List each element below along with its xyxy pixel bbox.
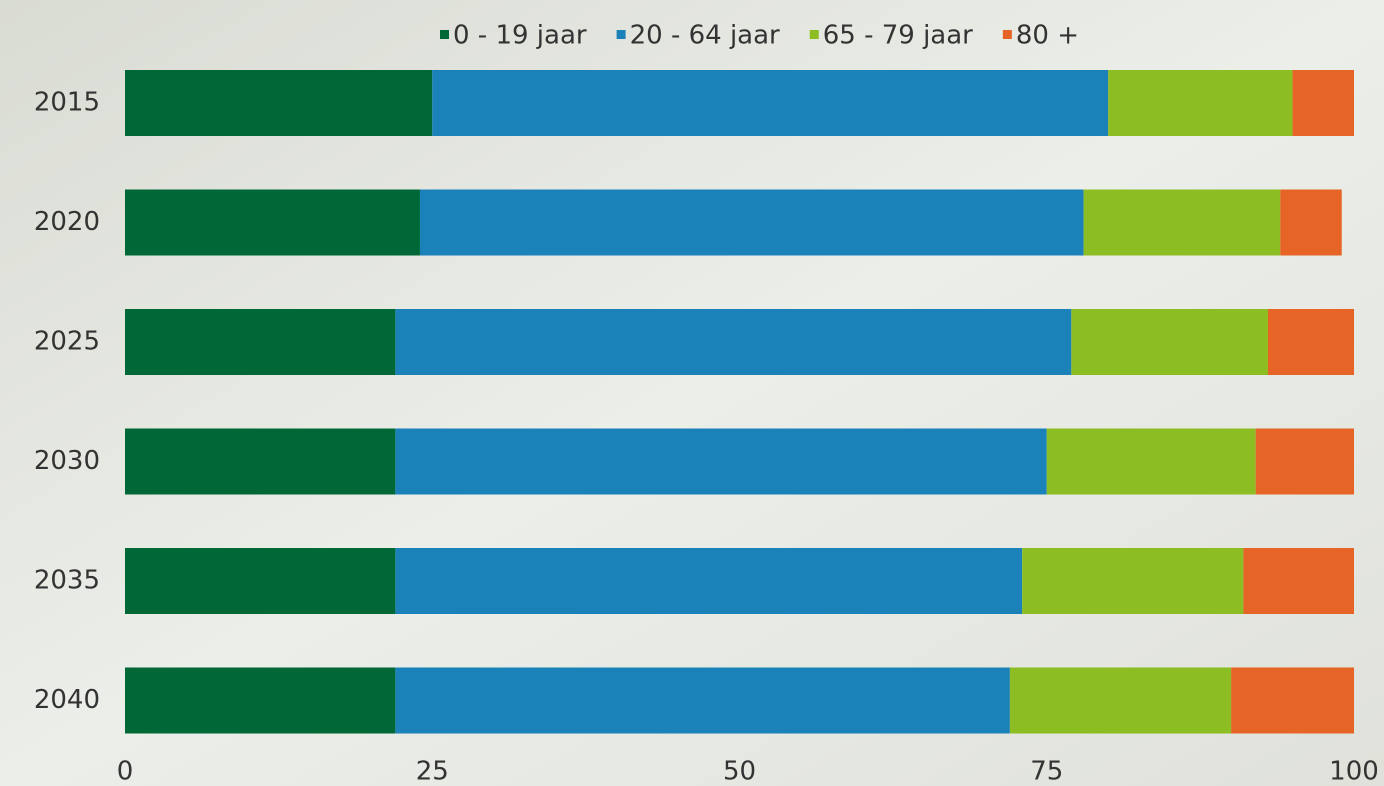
- y-tick-label: 2030: [34, 446, 100, 476]
- y-tick-label: 2020: [34, 207, 100, 237]
- bar-segment: [125, 309, 396, 375]
- bar-segment: [1083, 189, 1281, 256]
- legend-marker: [1002, 30, 1012, 39]
- legend-label: 80 +: [1016, 21, 1079, 51]
- bar-segment: [395, 309, 1072, 375]
- bar-segment: [1231, 667, 1354, 734]
- legend-marker: [616, 30, 626, 39]
- bar-segment: [1108, 70, 1293, 136]
- bar-segment: [1267, 309, 1354, 375]
- legend-marker: [809, 30, 819, 39]
- legend-label: 20 - 64 jaar: [630, 21, 780, 51]
- bar-segment: [1009, 667, 1232, 734]
- bar-segment: [1071, 309, 1268, 375]
- bar-segment: [1255, 428, 1354, 495]
- bar-segment: [419, 189, 1084, 256]
- bar-segment: [395, 428, 1047, 495]
- y-tick-label: 2035: [34, 566, 100, 596]
- legend-label: 0 - 19 jaar: [453, 21, 587, 51]
- bar-segment: [125, 189, 420, 256]
- bar-segment: [395, 667, 1010, 734]
- bar-segment: [125, 70, 433, 136]
- bar-segment: [125, 667, 396, 734]
- bar-segment: [125, 428, 396, 495]
- legend-marker: [440, 30, 450, 39]
- legend-label: 65 - 79 jaar: [823, 21, 973, 51]
- x-tick-label: 25: [416, 757, 449, 786]
- bar-segment: [395, 548, 1023, 614]
- y-tick-label: 2040: [34, 685, 100, 715]
- x-tick-label: 0: [117, 757, 134, 786]
- bar-segment: [432, 70, 1109, 136]
- x-tick-label: 75: [1030, 757, 1063, 786]
- bar-segment: [1022, 548, 1244, 614]
- bar-segment: [125, 548, 396, 614]
- bar-segment: [1292, 70, 1354, 136]
- bar-segment: [1046, 428, 1256, 495]
- x-tick-label: 50: [723, 757, 756, 786]
- x-tick-label: 100: [1329, 757, 1379, 786]
- bar-segment: [1280, 189, 1342, 256]
- y-tick-label: 2015: [34, 88, 100, 118]
- y-tick-label: 2025: [34, 327, 100, 357]
- bar-segment: [1243, 548, 1354, 614]
